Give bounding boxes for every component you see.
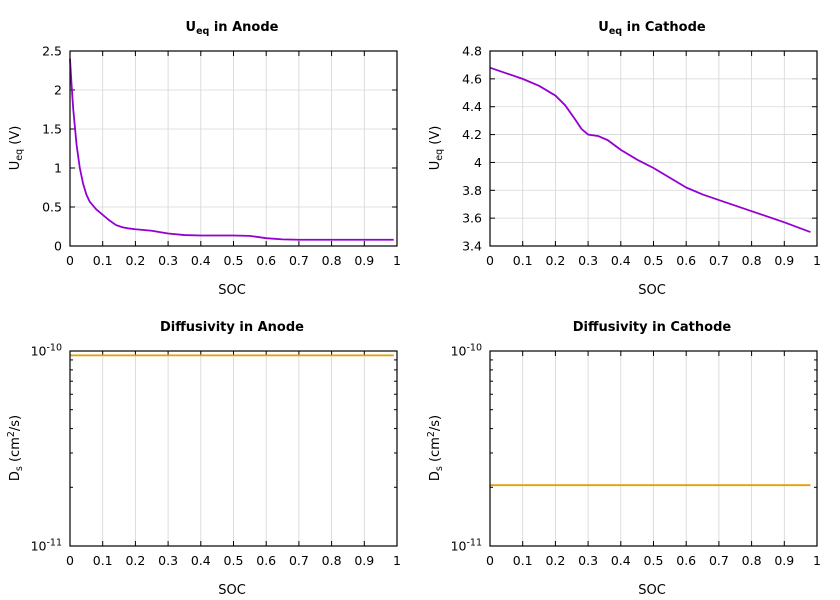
y-tick-label: 2.5 [42,44,62,59]
x-tick-label: 1 [393,253,401,268]
grid [490,51,817,246]
x-axis-label: SOC [638,283,666,298]
x-tick-label: 0.4 [611,253,631,268]
x-tick-label: 0.9 [774,253,794,268]
x-tick-label: 0.8 [322,553,342,568]
y-tick-label: 0 [54,239,62,254]
y-tick-label: 10-11 [31,538,62,554]
x-tick-label: 0.7 [709,553,729,568]
y-tick-label: 3.8 [462,183,482,198]
chart-diffusivity-cathode: Diffusivity in Cathode SOC Ds (cm2/s) 0 0… [426,320,821,598]
x-tick-label: 1 [393,553,401,568]
x-tick-label: 0.9 [354,553,374,568]
x-tick-label: 1 [813,253,821,268]
x-tick-label: 0.5 [644,253,664,268]
x-tick-label: 0.3 [158,553,178,568]
y-tick-label: 4.4 [462,99,482,114]
x-tick-label: 0.8 [742,253,762,268]
x-tick-label: 0.6 [256,553,276,568]
y-tick-label: 10-10 [451,343,482,359]
y-tick-label: 1.5 [42,122,62,137]
x-tick-label: 0.1 [93,553,113,568]
series-line [69,58,394,241]
series-line [489,66,811,233]
y-tick-label: 4.2 [462,127,482,142]
x-tick-label: 0.2 [545,253,565,268]
x-tick-label: 0.3 [158,253,178,268]
y-axis-label: Ueq (V) [428,126,445,171]
x-tick-label: 0.5 [224,553,244,568]
x-tick-label: 0.4 [611,553,631,568]
grid [522,351,785,546]
x-tick-label: 0.4 [191,553,211,568]
y-axis-label: Ds (cm2/s) [426,415,445,481]
y-tick-label: 4 [474,155,482,170]
x-tick-label: 0.2 [545,553,565,568]
x-tick-label: 0.9 [354,253,374,268]
y-tick-label: 4.6 [462,71,482,86]
y-tick-label: 10-10 [31,343,62,359]
plot-frame [69,350,398,547]
chart-title: Ueq in Anode [186,20,279,37]
x-tick-label: 0.8 [742,553,762,568]
x-tick-label: 0.3 [578,253,598,268]
y-tick-label: 10-11 [451,538,482,554]
x-tick-label: 0.1 [513,253,533,268]
grid [102,351,365,546]
x-tick-label: 0 [66,553,74,568]
y-tick-label: 2 [54,83,62,98]
y-tick-label: 4.8 [462,44,482,59]
x-tick-label: 0.7 [289,553,309,568]
x-tick-label: 0.3 [578,553,598,568]
x-tick-label: 0.6 [256,253,276,268]
x-tick-label: 0.6 [676,553,696,568]
chart-ueq-cathode: Ueq in Cathode SOC Ueq (V) 0 0.1 0.2 0.3 0.4… [428,20,821,298]
x-tick-label: 0 [486,253,494,268]
x-tick-label: 0.2 [125,553,145,568]
y-tick-label: 3.4 [462,239,482,254]
x-tick-label: 0.1 [513,553,533,568]
chart-ueq-anode: Ueq in Anode SOC Ueq (V) 0 0.1 0.2 0.3 0.4 0.… [8,20,401,298]
y-axis-label: Ueq (V) [8,126,25,171]
x-axis-label: SOC [218,583,246,598]
plot-frame [489,350,818,547]
x-tick-label: 1 [813,553,821,568]
x-tick-label: 0.7 [289,253,309,268]
plot-frame [489,50,818,247]
x-tick-label: 0.6 [676,253,696,268]
y-tick-label: 0.5 [42,200,62,215]
plot-frame [69,50,398,247]
x-tick-label: 0.5 [644,553,664,568]
x-tick-label: 0.5 [224,253,244,268]
x-tick-label: 0.8 [322,253,342,268]
x-tick-label: 0.4 [191,253,211,268]
x-tick-label: 0.7 [709,253,729,268]
chart-title: Ueq in Cathode [598,20,706,37]
x-axis-label: SOC [638,583,666,598]
x-tick-label: 0.2 [125,253,145,268]
x-tick-label: 0 [66,253,74,268]
x-tick-label: 0 [486,553,494,568]
chart-title: Diffusivity in Anode [160,320,304,335]
x-tick-label: 0.9 [774,553,794,568]
y-tick-label: 1 [54,161,62,176]
grid [70,51,397,246]
x-tick-label: 0.1 [93,253,113,268]
y-axis-label: Ds (cm2/s) [6,415,25,481]
y-tick-label: 3.6 [462,211,482,226]
chart-diffusivity-anode: Diffusivity in Anode SOC Ds (cm2/s) 0 0.1… [6,320,401,598]
x-axis-label: SOC [218,283,246,298]
chart-title: Diffusivity in Cathode [573,320,732,335]
